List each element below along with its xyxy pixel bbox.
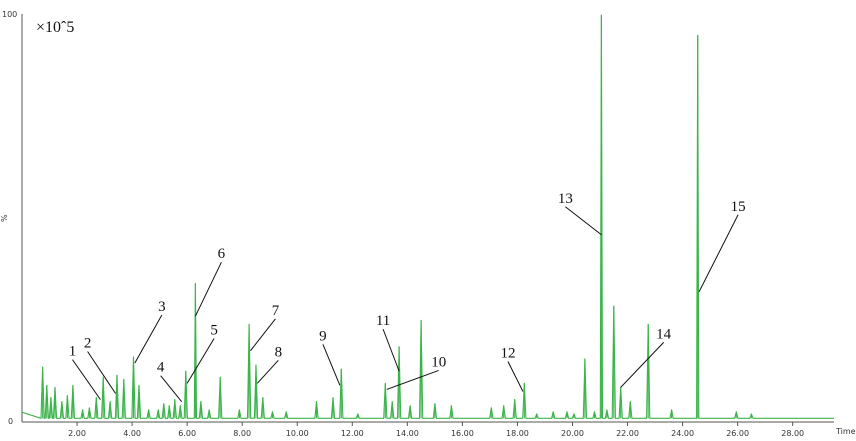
peak-number-label: 2 xyxy=(84,336,92,352)
peak-number-label: 3 xyxy=(158,299,166,315)
x-tick-label: 10.00 xyxy=(286,429,309,438)
peak-number-label: 7 xyxy=(272,303,280,319)
peak-number-label: 1 xyxy=(69,344,77,360)
annotation-leader-line xyxy=(322,344,341,386)
annotation-leader-line xyxy=(382,328,400,372)
peak-number-label: 15 xyxy=(731,199,746,215)
annotation-leader-line xyxy=(186,338,215,384)
peak-number-label: 8 xyxy=(275,344,283,360)
peak-number-label: 9 xyxy=(319,328,327,344)
annotation-leader-line xyxy=(698,214,739,292)
annotation-leader-line xyxy=(72,359,101,400)
peak-number-label: 6 xyxy=(218,246,226,262)
x-tick-label: 18.00 xyxy=(506,429,529,438)
x-tick-label: 20.00 xyxy=(561,429,584,438)
scale-factor-label: ×10ˆ5 xyxy=(36,19,74,36)
x-tick-label: 22.00 xyxy=(616,429,639,438)
peak-number-label: 14 xyxy=(656,326,672,342)
x-tick-label: 2.00 xyxy=(68,429,86,438)
x-tick-label: 26.00 xyxy=(726,429,749,438)
y-tick-label-top: 100 xyxy=(2,10,17,19)
chromatogram-trace xyxy=(21,14,834,419)
y-tick-label-bottom: 0 xyxy=(8,417,13,426)
annotation-leader-line xyxy=(87,351,117,394)
peak-number-label: 5 xyxy=(210,322,218,338)
annotation-leader-line xyxy=(507,361,524,392)
x-tick-label: 4.00 xyxy=(123,429,141,438)
x-axis-ticks: 2.00 4.00 6.00 8.00 10.00 12.00 14.00 16.00 18.0… xyxy=(68,422,804,438)
annotation-leader-line xyxy=(250,318,276,352)
peak-number-label: 12 xyxy=(500,345,515,361)
peak-number-label: 13 xyxy=(558,191,573,207)
peak-number-label: 11 xyxy=(376,313,390,329)
peak-number-label: 10 xyxy=(431,354,446,370)
annotation-leader-line xyxy=(134,314,163,364)
x-axis-title: Time xyxy=(835,427,856,436)
peak-number-label: 4 xyxy=(157,360,165,376)
x-tick-label: 8.00 xyxy=(233,429,251,438)
x-tick-label: 16.00 xyxy=(451,429,474,438)
annotation-leader-line xyxy=(160,375,183,402)
x-tick-label: 12.00 xyxy=(341,429,364,438)
annotation-leader-line xyxy=(256,359,279,384)
y-axis-percent-label: % xyxy=(0,214,9,222)
x-tick-label: 24.00 xyxy=(671,429,694,438)
annotation-leader-line xyxy=(386,369,439,390)
x-tick-label: 6.00 xyxy=(178,429,196,438)
x-tick-label: 28.00 xyxy=(781,429,804,438)
peak-markers xyxy=(42,15,752,419)
x-tick-label: 14.00 xyxy=(396,429,419,438)
annotation-leader-line xyxy=(565,206,602,236)
annotation-leader-line xyxy=(194,261,222,317)
annotation-leader-line xyxy=(620,342,665,388)
